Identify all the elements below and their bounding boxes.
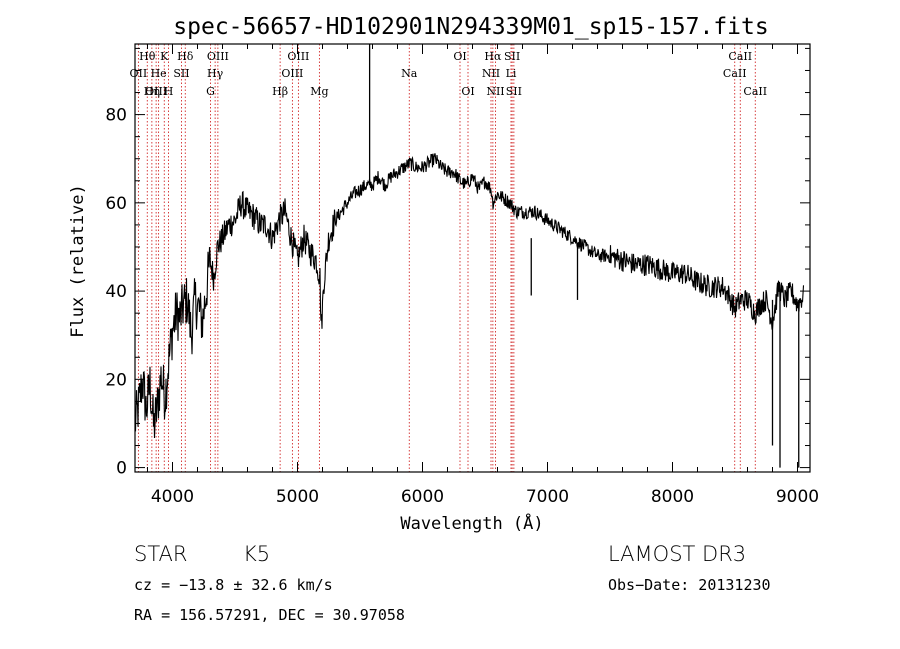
spectrum-line xyxy=(134,153,805,439)
plot-frame xyxy=(134,43,811,473)
line-label: Hθ xyxy=(139,50,156,63)
line-label: Mg xyxy=(310,85,328,98)
y-tick-label: 80 xyxy=(105,106,127,126)
line-label: SII xyxy=(506,85,522,98)
line-label: Li xyxy=(506,67,517,80)
y-tick-label: 60 xyxy=(105,194,127,214)
line-label: G xyxy=(206,85,215,98)
chart-title: spec-56657-HD102901N294339M01_sp15-157.f… xyxy=(173,14,768,40)
survey-name: LAMOST DR3 xyxy=(608,542,746,566)
line-label: OII xyxy=(130,67,148,80)
x-tick-label: 7000 xyxy=(526,487,569,507)
line-label: H xyxy=(164,85,174,98)
line-label: NII xyxy=(486,85,504,98)
object-class: STAR xyxy=(134,542,187,566)
x-tick-label: 6000 xyxy=(401,487,444,507)
y-tick-label: 0 xyxy=(116,459,127,479)
line-markers xyxy=(137,44,756,472)
line-label: OIII xyxy=(145,85,167,98)
line-label: Na xyxy=(401,67,418,80)
x-axis-label: Wavelength (Å) xyxy=(400,512,543,534)
line-label: OI xyxy=(453,50,466,63)
y-axis-ticks: 0 20 40 60 80 xyxy=(105,47,810,479)
line-label: NII xyxy=(482,67,500,80)
y-axis-label: Flux (relative) xyxy=(68,184,88,338)
y-tick-label: 40 xyxy=(105,282,127,302)
line-label: OIII xyxy=(287,50,309,63)
y-tick-label: 20 xyxy=(105,370,127,390)
line-label: K xyxy=(160,50,169,63)
coordinates: RA = 156.57291, DEC = 30.97058 xyxy=(134,606,405,624)
line-label: Hη xyxy=(144,85,160,98)
line-label: He xyxy=(151,67,167,80)
observation-date: Obs−Date: 20131230 xyxy=(608,576,771,594)
object-subclass: K5 xyxy=(243,542,270,566)
spectrum-features xyxy=(368,44,800,468)
line-label: CaII xyxy=(743,85,767,98)
x-tick-label: 8000 xyxy=(651,487,694,507)
line-label: CaII xyxy=(728,50,752,63)
line-label: Hα xyxy=(484,50,502,63)
line-label: Hγ xyxy=(207,67,224,80)
line-label: OI xyxy=(461,85,474,98)
line-label: SII xyxy=(173,67,189,80)
line-label: OIII xyxy=(207,50,229,63)
line-labels: Hθ OII OIII He Hη K H SII Hδ OIII Hγ G Hβ OIII OIII Mg N… xyxy=(130,50,768,98)
line-label: SII xyxy=(504,50,520,63)
redshift-info: cz = −13.8 ± 32.6 km/s xyxy=(134,576,333,594)
line-label: CaII xyxy=(723,67,747,80)
line-label: Hβ xyxy=(272,85,288,98)
x-tick-label: 5000 xyxy=(276,487,319,507)
line-label: Hδ xyxy=(177,50,194,63)
x-tick-label: 9000 xyxy=(776,487,819,507)
x-tick-label: 4000 xyxy=(151,487,194,507)
line-label: OIII xyxy=(281,67,303,80)
x-axis-ticks: 4000 5000 6000 7000 8000 9000 xyxy=(147,44,819,507)
